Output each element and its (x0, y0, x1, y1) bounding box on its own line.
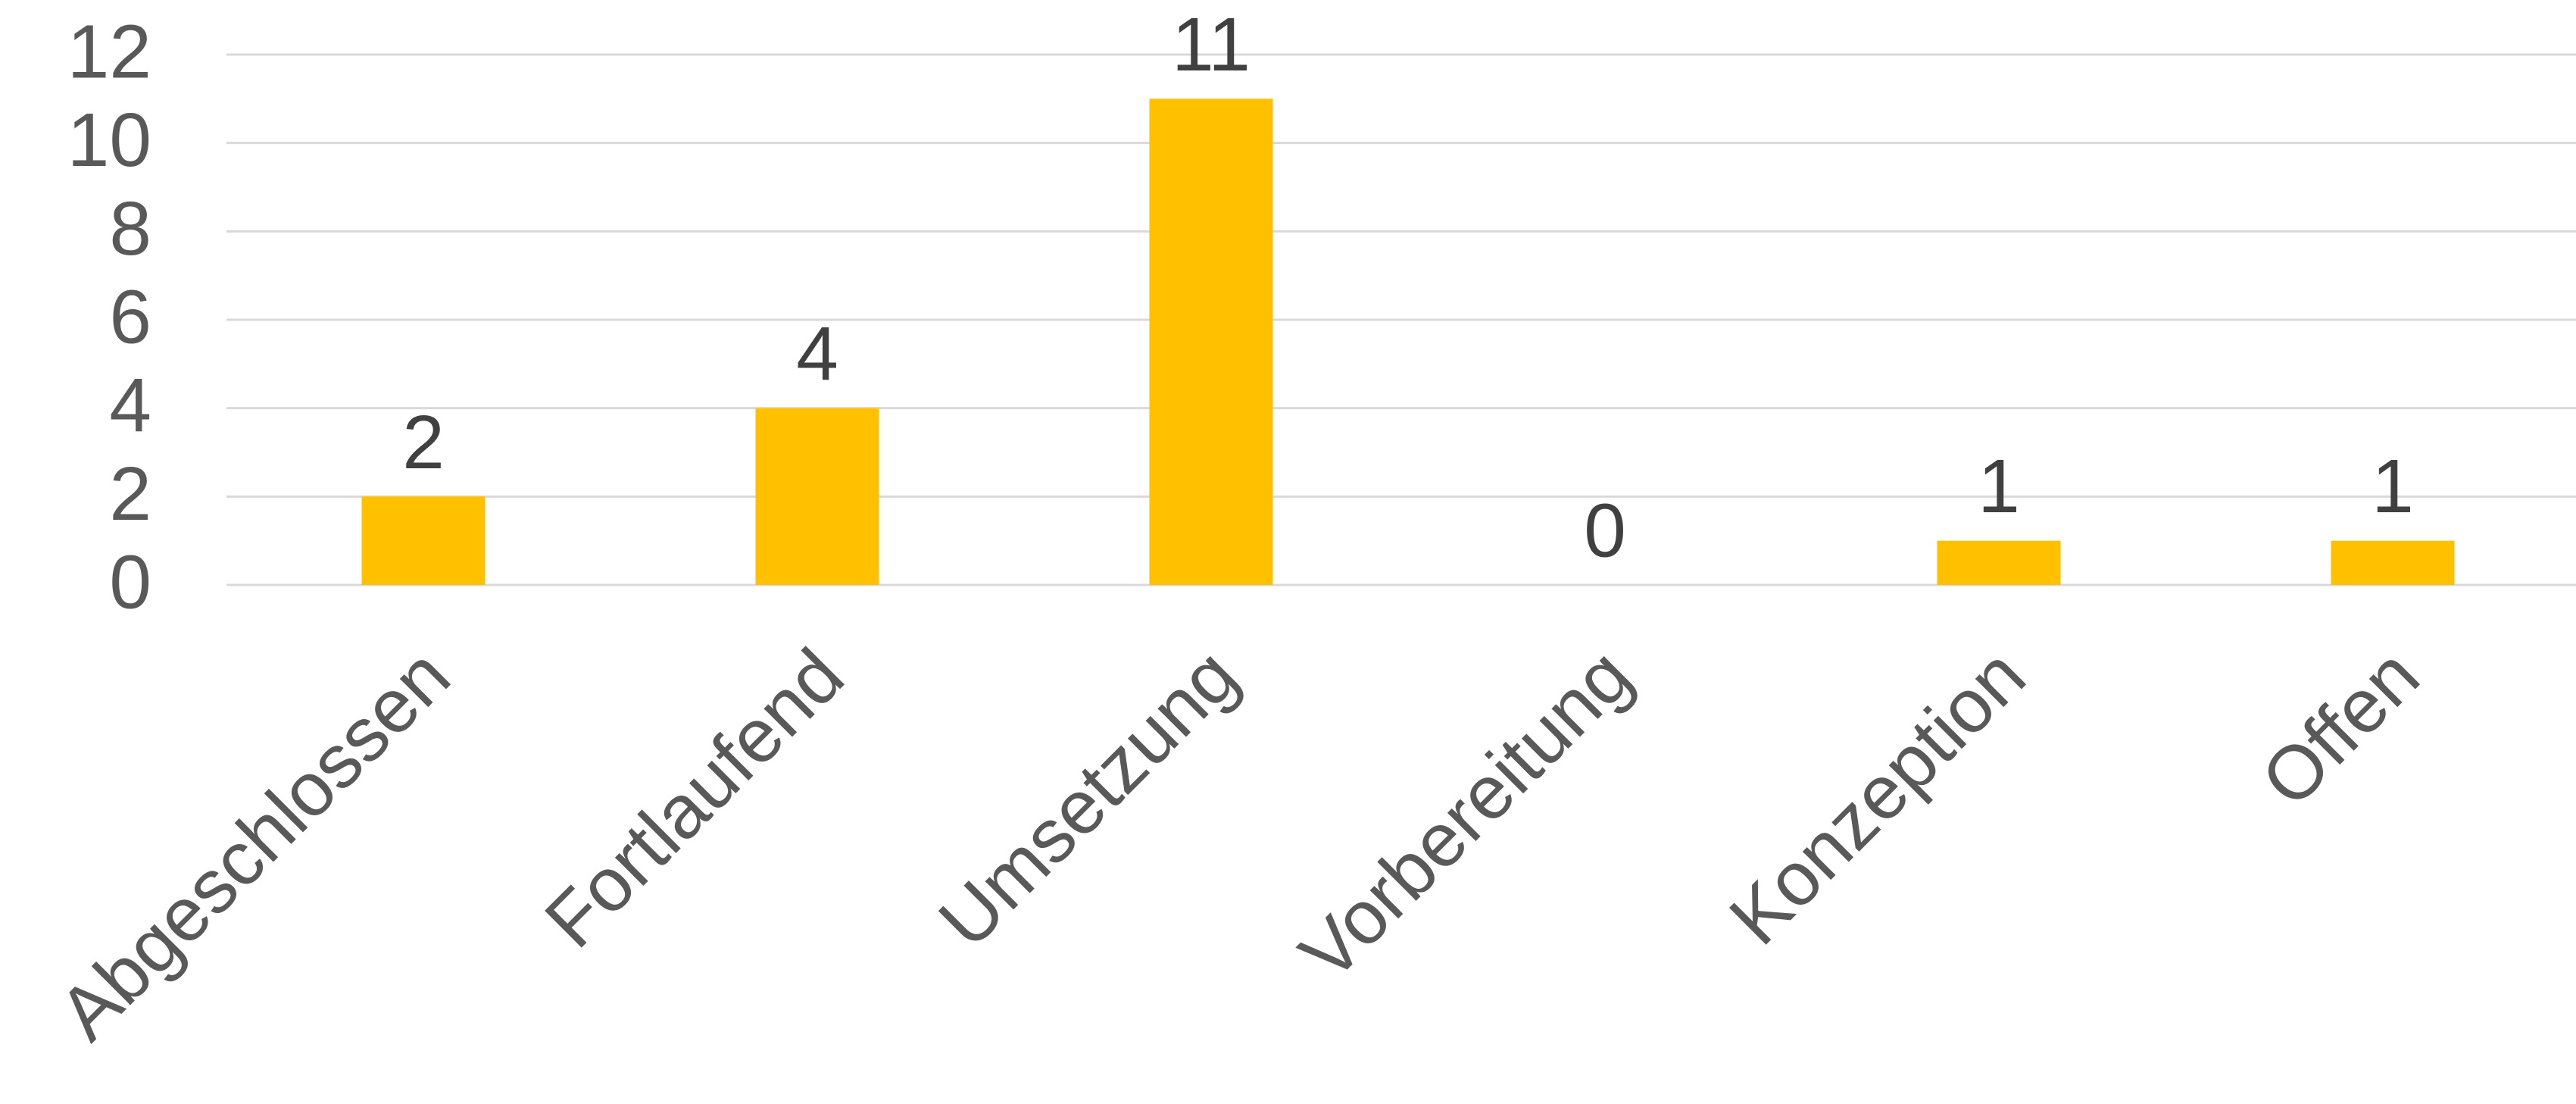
data-label: 11 (1172, 2, 1251, 87)
data-label: 1 (2371, 444, 2414, 529)
x-tick-label: Offen (2245, 633, 2435, 823)
data-label: 0 (1584, 488, 1626, 573)
data-label: 2 (402, 400, 445, 485)
y-tick-label: 8 (109, 186, 151, 271)
y-tick-label: 6 (109, 274, 151, 359)
data-label: 1 (1978, 444, 2020, 529)
x-tick-label: Umsetzung (923, 633, 1254, 964)
bar (1149, 99, 1273, 586)
data-label: 4 (796, 311, 838, 396)
bar (755, 408, 879, 585)
bar (1937, 540, 2061, 585)
x-tick-label: Abgeschlossen (42, 633, 466, 1056)
y-tick-label: 2 (109, 452, 151, 536)
bar (361, 496, 486, 585)
x-tick-label: Fortlaufend (529, 633, 860, 964)
bar (2331, 540, 2455, 585)
y-tick-label: 10 (67, 98, 151, 183)
y-tick-label: 12 (67, 9, 151, 94)
x-tick-label: Vorbereitung (1284, 633, 1647, 996)
y-tick-label: 4 (109, 363, 151, 448)
y-tick-label: 0 (109, 539, 151, 624)
x-tick-label: Konzeption (1713, 633, 2041, 961)
